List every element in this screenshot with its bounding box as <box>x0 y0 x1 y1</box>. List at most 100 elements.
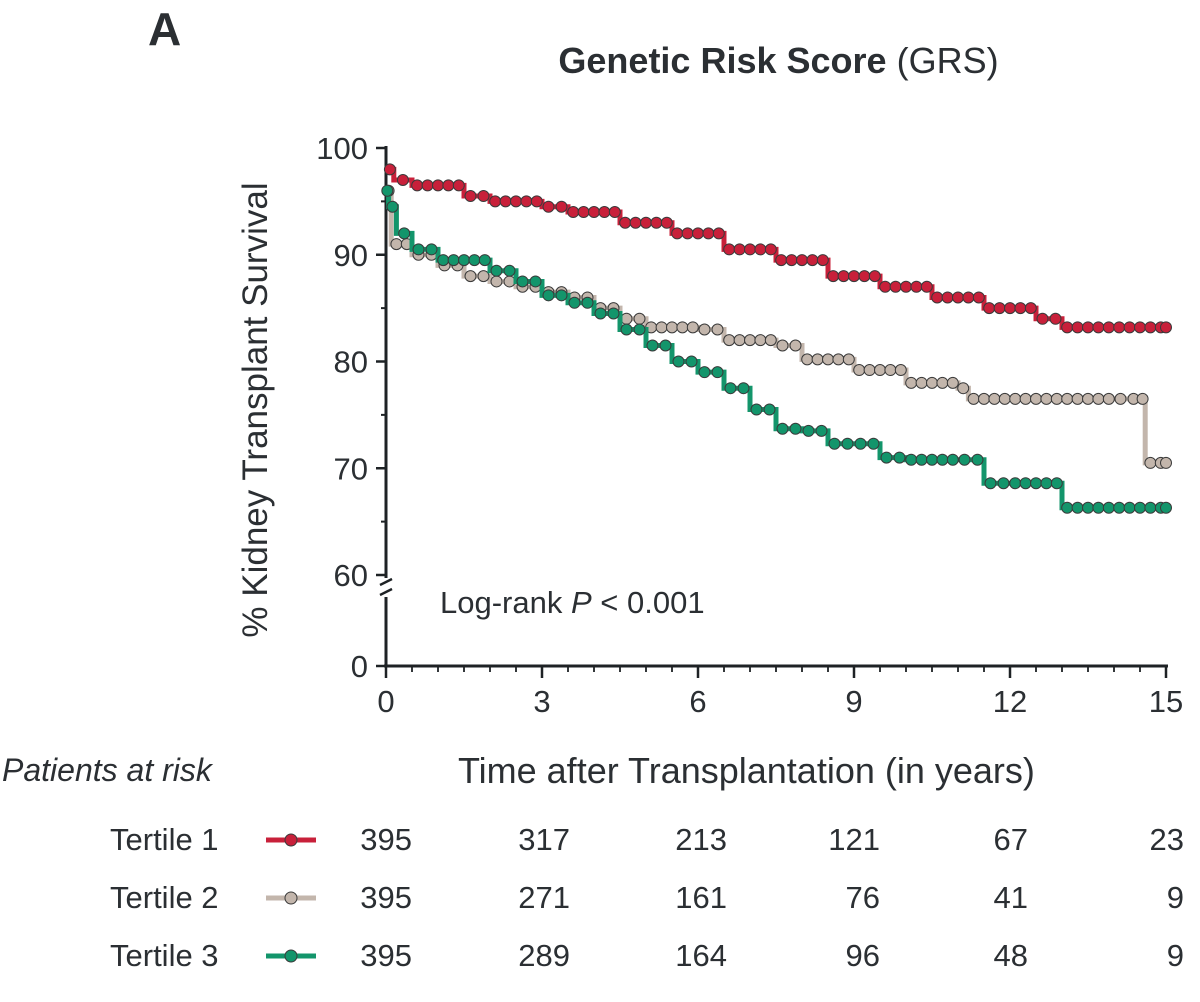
censor-marker <box>510 195 522 208</box>
censor-marker <box>733 243 746 256</box>
censor-marker <box>867 437 880 450</box>
y-tick-label: 90 <box>334 238 368 273</box>
censor-marker <box>832 353 845 366</box>
censor-marker <box>633 312 646 325</box>
censor-marker <box>972 291 985 304</box>
risk-row-label: Tertile 3 <box>110 938 219 973</box>
series-1 <box>383 163 1172 334</box>
risk-cell: 67 <box>993 822 1028 857</box>
censor-marker <box>737 382 750 395</box>
censor-marker <box>1040 477 1053 490</box>
censor-marker <box>1082 392 1094 405</box>
chart-title-bold: Genetic Risk Score <box>558 40 887 81</box>
censor-marker <box>723 334 736 347</box>
censor-marker <box>447 254 460 267</box>
censor-marker <box>858 270 871 283</box>
logrank-p: P <box>570 585 592 620</box>
censor-marker <box>620 323 633 336</box>
censor-marker <box>931 291 944 304</box>
risk-cell: 41 <box>993 880 1028 915</box>
censor-marker <box>681 227 694 240</box>
censor-marker <box>1030 392 1042 405</box>
risk-cell: 213 <box>675 822 727 857</box>
legend-swatches <box>266 833 316 963</box>
censor-marker <box>1019 477 1032 490</box>
risk-row-label: Tertile 2 <box>110 880 219 915</box>
risk-cell: 9 <box>1166 938 1184 973</box>
censor-marker <box>660 216 673 229</box>
censor-marker <box>796 254 808 267</box>
censor-marker <box>567 206 580 219</box>
censor-marker <box>568 296 581 309</box>
censor-marker <box>744 243 756 256</box>
risk-cell: 395 <box>360 938 412 973</box>
censor-marker <box>646 339 659 352</box>
censor-marker <box>868 270 881 283</box>
censor-marker <box>744 334 756 347</box>
censor-marker <box>1136 392 1149 405</box>
survival-curve-line <box>386 188 1166 511</box>
chart-title-normal: (GRS) <box>896 40 999 81</box>
censor-marker <box>520 195 533 208</box>
censor-marker <box>998 392 1011 405</box>
censor-marker <box>396 174 409 187</box>
survival-curves <box>381 163 1172 514</box>
censor-marker <box>889 280 902 293</box>
risk-row-label: Tertile 1 <box>110 822 219 857</box>
censor-marker <box>619 216 632 229</box>
censor-marker <box>827 270 840 283</box>
censor-marker <box>555 289 568 302</box>
censor-marker <box>516 275 529 288</box>
censor-marker <box>477 270 490 283</box>
censor-marker <box>478 254 491 267</box>
censor-marker <box>468 254 481 267</box>
censor-marker <box>712 227 725 240</box>
censor-marker <box>464 190 477 203</box>
risk-cell: 271 <box>518 880 570 915</box>
censor-marker <box>1050 477 1063 490</box>
censor-marker <box>685 355 698 368</box>
censor-marker <box>841 437 854 450</box>
censor-marker <box>920 280 933 293</box>
censor-marker <box>1071 392 1084 405</box>
censor-marker <box>577 206 590 219</box>
censor-marker <box>842 353 855 366</box>
censor-marker <box>594 307 607 320</box>
censor-marker <box>893 451 906 464</box>
censor-marker <box>390 238 403 251</box>
censor-marker <box>581 296 594 309</box>
censor-marker <box>1082 501 1094 514</box>
censor-marker <box>993 302 1006 315</box>
censor-marker <box>383 163 396 176</box>
censor-marker <box>437 254 450 267</box>
axes: 0 60 70 80 90 100 0 3 6 9 12 15 <box>316 131 1183 719</box>
censor-marker <box>971 453 984 466</box>
censor-marker <box>711 366 724 379</box>
censor-marker <box>1102 501 1115 514</box>
censor-marker <box>900 280 912 293</box>
censor-marker <box>1123 501 1136 514</box>
series-3 <box>381 184 1172 514</box>
censor-marker <box>815 424 828 437</box>
censor-marker <box>967 392 980 405</box>
censor-marker <box>686 321 699 334</box>
censor-marker <box>490 275 503 288</box>
logrank-annotation: Log-rank P < 0.001 <box>440 585 705 621</box>
censor-marker <box>381 184 394 197</box>
censor-marker <box>1071 321 1084 334</box>
legend-swatch-marker <box>284 891 298 905</box>
legend-swatch-marker <box>284 949 298 963</box>
censor-marker <box>555 200 568 213</box>
censor-marker <box>1160 321 1172 334</box>
censor-marker <box>711 323 724 336</box>
censor-marker <box>1144 456 1157 469</box>
censor-marker <box>503 264 516 277</box>
x-tick-label: 9 <box>845 684 862 719</box>
censor-marker <box>398 227 411 240</box>
censor-marker <box>926 453 938 466</box>
censor-marker <box>806 254 819 267</box>
censor-marker <box>915 376 928 389</box>
censor-marker <box>1113 501 1126 514</box>
censor-marker <box>588 206 600 219</box>
censor-marker <box>837 270 850 283</box>
